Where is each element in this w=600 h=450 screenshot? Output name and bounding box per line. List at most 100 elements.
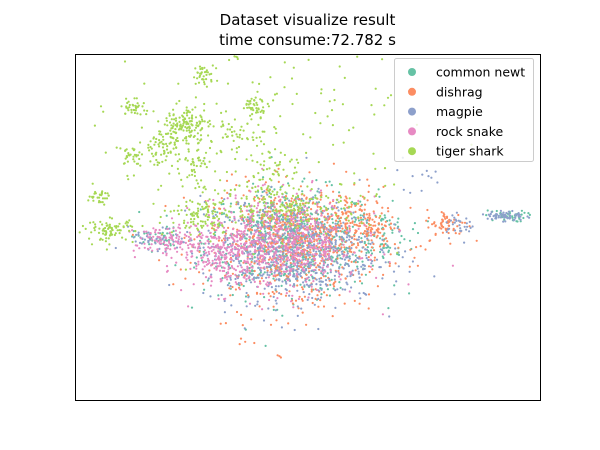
data-point [298, 247, 301, 250]
data-point [304, 237, 307, 240]
data-point [315, 250, 318, 253]
data-point [193, 168, 196, 171]
data-point [445, 221, 448, 224]
data-point [220, 256, 223, 259]
data-point [202, 282, 205, 285]
data-point [287, 225, 290, 228]
data-point [110, 217, 114, 220]
data-point [210, 140, 213, 143]
data-point [234, 273, 237, 276]
data-point [104, 192, 107, 195]
data-point [341, 211, 344, 214]
data-point [88, 237, 91, 240]
data-point [305, 151, 308, 154]
data-point [197, 124, 200, 127]
data-point [156, 161, 159, 164]
data-point [260, 244, 263, 247]
data-point [277, 173, 280, 176]
data-point [167, 244, 170, 247]
data-point [305, 273, 308, 276]
data-point [344, 209, 347, 212]
data-point [107, 194, 110, 197]
data-point [258, 305, 261, 308]
data-point [253, 276, 256, 279]
data-point [146, 109, 149, 112]
data-point [205, 213, 208, 216]
data-point [127, 178, 130, 181]
data-point [249, 250, 252, 253]
data-point [255, 207, 258, 210]
data-point [309, 264, 312, 267]
data-point [156, 163, 159, 167]
data-point [220, 211, 224, 214]
data-point [306, 260, 310, 263]
data-point [154, 231, 157, 234]
data-point [315, 253, 318, 256]
data-point [184, 277, 187, 280]
data-point [441, 219, 444, 222]
data-point [340, 235, 343, 239]
data-point [391, 229, 394, 232]
data-point [332, 162, 335, 165]
data-point [257, 223, 260, 226]
data-point [210, 222, 213, 225]
data-point [499, 209, 502, 212]
data-point [255, 194, 258, 197]
data-point [313, 240, 316, 243]
data-point [354, 261, 357, 264]
data-point [288, 184, 291, 187]
data-point [176, 167, 179, 170]
data-point [313, 243, 316, 246]
data-point [186, 258, 189, 262]
data-point [294, 264, 297, 267]
data-point [280, 284, 283, 287]
data-point [193, 129, 196, 132]
data-point [331, 315, 334, 318]
data-point [170, 118, 173, 121]
data-point [147, 241, 150, 244]
data-point [204, 276, 208, 279]
data-point [350, 205, 353, 208]
data-point [234, 157, 237, 161]
data-point [276, 258, 279, 261]
data-point [182, 122, 185, 125]
data-point [235, 203, 238, 206]
data-point [265, 276, 268, 279]
data-point [348, 235, 351, 238]
data-point [124, 149, 127, 152]
data-point [199, 165, 202, 168]
data-point [238, 136, 241, 139]
data-point [284, 235, 287, 238]
data-point [281, 195, 284, 199]
data-point [163, 150, 166, 153]
data-point [191, 244, 194, 247]
data-point [284, 218, 287, 221]
legend-marker-magpie [408, 107, 416, 116]
data-point [296, 214, 299, 217]
data-point [158, 232, 162, 235]
data-point [363, 196, 366, 199]
data-point [258, 240, 261, 243]
data-point [288, 220, 291, 223]
data-point [253, 199, 256, 202]
data-point [199, 254, 203, 257]
data-point [223, 256, 226, 259]
data-point [322, 260, 325, 263]
data-point [242, 204, 246, 207]
data-point [169, 248, 172, 251]
data-point [310, 261, 313, 264]
data-point [245, 103, 248, 106]
data-point [359, 208, 362, 211]
data-point [326, 265, 329, 268]
data-point [248, 218, 251, 221]
data-point [287, 275, 290, 278]
data-point [368, 224, 371, 227]
data-point [240, 283, 243, 286]
data-point [165, 243, 168, 246]
data-point [226, 238, 229, 242]
data-point [219, 247, 223, 250]
data-point [194, 96, 197, 99]
data-point [188, 174, 191, 177]
data-point [186, 159, 189, 162]
data-point [310, 213, 314, 216]
